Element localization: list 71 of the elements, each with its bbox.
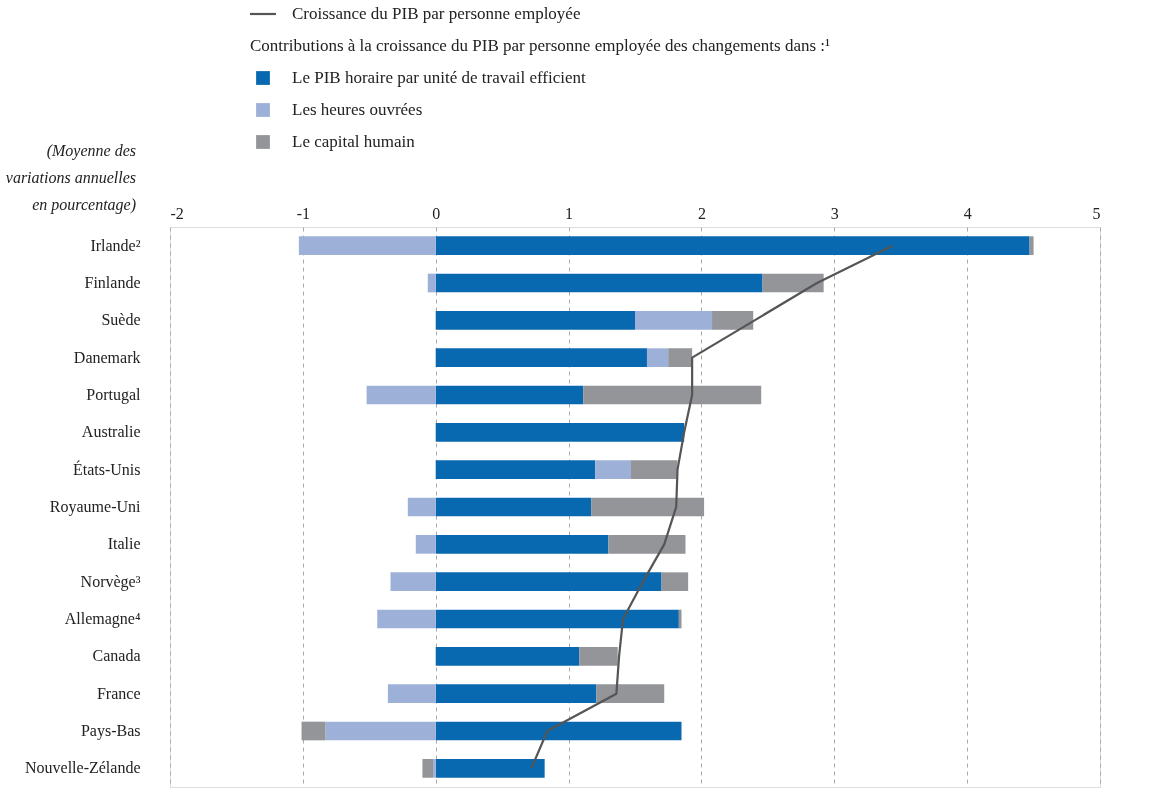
bar (435, 535, 609, 554)
bar (435, 311, 635, 330)
y-tick-label: Royaume-Uni (49, 498, 142, 516)
bar (325, 721, 436, 741)
y-tick-label: Danemark (73, 348, 141, 366)
bar (387, 684, 436, 703)
bar (596, 684, 665, 703)
bar (377, 609, 436, 629)
y-tick-label: Finlande (84, 274, 141, 291)
bar (661, 572, 689, 591)
legend-title: Contributions à la croissance du PIB par personne employée des changements dans :¹ (250, 36, 831, 55)
x-tick-label: -1 (296, 204, 311, 222)
y-tick-label: Italie (107, 535, 141, 553)
bar (435, 348, 647, 367)
y-tick-label: Norvège³ (80, 572, 141, 591)
bar (433, 759, 436, 778)
bar (712, 311, 754, 330)
y-tick-label: Portugal (86, 386, 142, 404)
bar (435, 236, 1030, 255)
x-tick-label: -2 (170, 204, 184, 222)
bar (762, 273, 824, 293)
bar (579, 647, 618, 666)
bar (435, 423, 685, 442)
bar (435, 385, 584, 405)
y-tick-label: Irlande² (90, 236, 141, 254)
bar (435, 572, 662, 591)
x-tick-label: 2 (697, 204, 706, 222)
bar (1029, 236, 1034, 255)
bar (678, 609, 682, 629)
bar (435, 759, 545, 778)
x-tick-label: 4 (963, 204, 972, 222)
x-tick-label: 5 (1092, 204, 1101, 222)
bar (583, 385, 762, 405)
bar (591, 497, 705, 517)
y-tick-label: États-Unis (72, 459, 141, 478)
bar (422, 759, 434, 778)
bar (415, 535, 436, 554)
y-tick-label: Allemagne⁴ (64, 610, 141, 628)
bar (435, 721, 682, 741)
bar (435, 647, 580, 666)
bar (427, 273, 436, 293)
bar (435, 497, 592, 517)
bar (631, 460, 678, 479)
y-tick-label: Suède (101, 311, 141, 329)
bar (301, 721, 326, 741)
legend-label: Les heures ouvrées (292, 100, 423, 119)
bar (407, 497, 436, 517)
bar (646, 348, 669, 367)
bar (390, 572, 436, 591)
bar (595, 460, 632, 479)
legend-label: Croissance du PIB par personne employée (292, 4, 581, 23)
y-tick-label: Australie (81, 423, 141, 441)
y-tick-label: Pays-Bas (80, 722, 141, 740)
bar (435, 609, 679, 629)
bar (608, 535, 686, 554)
x-tick-label: 1 (565, 204, 574, 222)
bar (635, 311, 713, 330)
y-tick-label: Canada (92, 647, 141, 665)
legend-label: Le capital humain (292, 132, 416, 151)
y-tick-label: France (96, 684, 141, 702)
x-tick-label: 0 (432, 204, 441, 222)
bar (366, 385, 436, 405)
bar (668, 348, 693, 367)
bar (435, 273, 763, 293)
bar (435, 460, 596, 479)
x-tick-label: 3 (830, 204, 839, 222)
y-tick-label: Nouvelle-Zélande (25, 759, 141, 777)
bar (298, 236, 436, 255)
bar (435, 684, 597, 703)
legend-label: Le PIB horaire par unité de travail efficient (292, 68, 587, 87)
x-axis-title: (Moyenne des variations annuelles en pourcentage) (5, 142, 136, 214)
